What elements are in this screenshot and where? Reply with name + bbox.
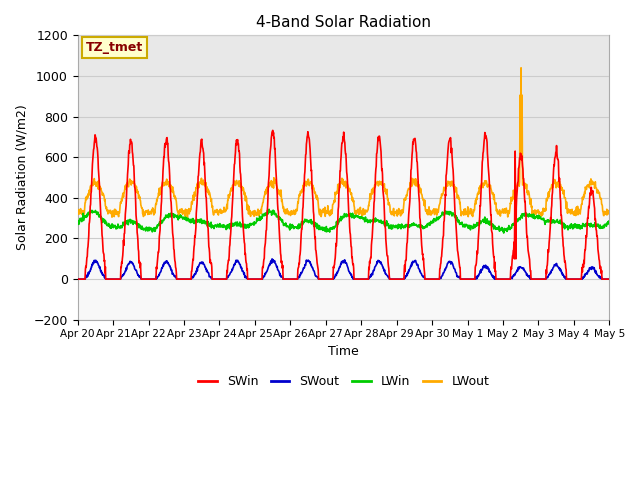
Legend: SWin, SWout, LWin, LWout: SWin, SWout, LWin, LWout: [193, 370, 494, 393]
Y-axis label: Solar Radiation (W/m2): Solar Radiation (W/m2): [15, 105, 28, 251]
Text: TZ_tmet: TZ_tmet: [86, 41, 143, 54]
Bar: [77, 36, 609, 157]
Bar: [77, 157, 609, 320]
X-axis label: Time: Time: [328, 345, 359, 358]
Title: 4-Band Solar Radiation: 4-Band Solar Radiation: [256, 15, 431, 30]
